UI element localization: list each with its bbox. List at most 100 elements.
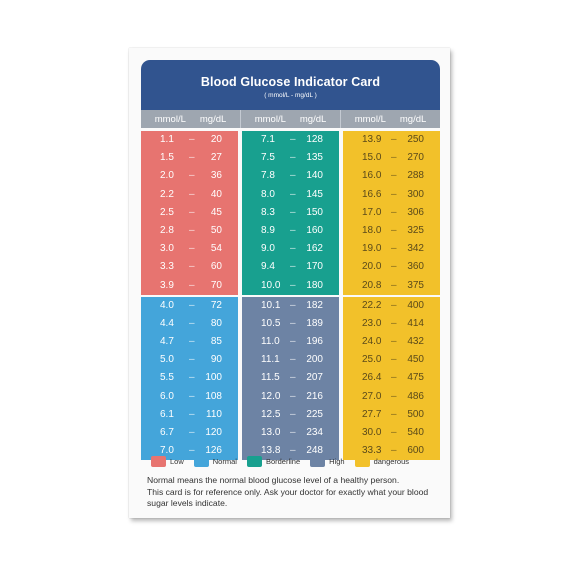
range-dash: – (391, 243, 397, 255)
range-dash: – (391, 134, 397, 145)
table-row: 8.0 –145 (242, 186, 339, 204)
mg-value: 180 (306, 279, 323, 291)
range-dash: – (189, 427, 195, 438)
middle-column: 7.1–128 7.5–135 7.8–140 8.0–145 8.3–150 8.9–1… (242, 131, 339, 461)
table-row: 11.1–200 (242, 351, 339, 369)
range-dash: – (391, 427, 397, 438)
table-row: 24.0–432 (343, 333, 440, 351)
range-dash: – (290, 243, 296, 255)
mmol-value: 24.0 (362, 336, 382, 348)
table-row: 11.5–207 (242, 369, 339, 387)
range-dash: – (189, 354, 195, 366)
mmol-value: 4.4 (160, 317, 174, 329)
range-dash: – (189, 261, 195, 273)
mg-value: 540 (407, 427, 424, 438)
table-row: 2.0 – 36 (141, 167, 238, 185)
legend-swatch (246, 455, 262, 467)
legend-item-normal: Normal (193, 455, 237, 467)
mg-value: 120 (205, 427, 222, 438)
table-row: 12.0–216 (242, 388, 339, 406)
table-row: 1.1 – 20 (141, 131, 238, 149)
note-line: sugar levels indicate. (147, 498, 228, 508)
table-row: 20.8–375 (343, 277, 440, 295)
high-range-block: 10.1–182 10.5–189 11.0–196 11.1–200 11.5–207… (242, 296, 339, 461)
table-row: 10.5–189 (242, 315, 339, 333)
table-row: 13.0–234 (242, 424, 339, 442)
mmol-value: 16.6 (362, 188, 382, 200)
range-dash: – (189, 224, 195, 236)
range-dash: – (290, 206, 296, 218)
mg-value: 100 (205, 372, 222, 384)
table-row: 16.6–300 (343, 186, 440, 204)
table-row: 2.2 – 40 (141, 186, 238, 204)
mg-value: 72 (210, 299, 222, 311)
table-row: 22.2–400 (343, 294, 440, 315)
table-row: 10.0–180 (242, 277, 339, 295)
mg-value: 50 (210, 224, 222, 236)
mmol-value: 7.5 (261, 152, 275, 164)
mg-value: 342 (407, 243, 424, 255)
mg-header: mg/dL (399, 113, 427, 125)
range-dash: – (290, 261, 296, 273)
mmol-value: 1.1 (160, 134, 174, 145)
legend-label: Low (170, 456, 184, 466)
range-dash: – (290, 372, 296, 384)
range-dash: – (290, 134, 296, 145)
mg-value: 54 (210, 243, 222, 255)
range-dash: – (290, 408, 296, 420)
legend-label: Borderline (265, 456, 301, 466)
card-header: Blood Glucose Indicator Card ( mmol/L - … (141, 60, 440, 110)
legend-swatch (354, 455, 370, 467)
mmol-value: 1.5 (160, 152, 174, 164)
mmol-value: 12.5 (261, 408, 281, 420)
mg-value: 160 (306, 224, 323, 236)
table-row: 25.0–450 (343, 351, 440, 369)
mg-value: 135 (306, 152, 323, 164)
mmol-value: 10.5 (261, 317, 281, 329)
note-line: This card is for reference only. Ask you… (147, 486, 429, 497)
mmol-value: 10.1 (261, 299, 281, 311)
reference-note: Normal means the normal blood glucose le… (147, 475, 443, 510)
mg-value: 475 (407, 372, 424, 384)
table-row: 19.0–342 (343, 240, 440, 258)
table-row: 8.9 –160 (242, 222, 339, 240)
mg-value: 60 (210, 261, 222, 273)
table-row: 1.5 – 27 (141, 149, 238, 167)
mg-value: 248 (306, 445, 323, 457)
mmol-value: 13.0 (261, 427, 281, 438)
table-row: 27.7–500 (343, 406, 440, 424)
mmol-value: 7.0 (160, 445, 174, 457)
table-row: 3.9 – 70 (141, 277, 238, 295)
card-subtitle: ( mmol/L - mg/dL ) (264, 92, 317, 99)
table-row: 16.0–288 (343, 167, 440, 185)
range-dash: – (391, 188, 397, 200)
legend-item-low: Low (151, 455, 184, 467)
mmol-value: 20.8 (362, 279, 382, 291)
legend-swatch (151, 455, 166, 467)
range-dash: – (189, 206, 195, 218)
range-dash: – (391, 299, 397, 311)
range-dash: – (290, 354, 296, 366)
mg-value: 20 (210, 134, 222, 145)
range-dash: – (290, 170, 296, 182)
table-row: 5.5 –100 (141, 369, 238, 387)
table-row: 20.0–360 (343, 258, 440, 276)
right-column: 13.9–250 15.0–270 16.0–288 16.6–300 17.0–306… (343, 131, 440, 461)
mg-value: 182 (306, 299, 323, 311)
mmol-value: 18.0 (362, 224, 382, 236)
mg-value: 432 (407, 336, 424, 348)
glucose-card: Blood Glucose Indicator Card ( mmol/L - … (129, 48, 450, 518)
mg-value: 306 (407, 206, 424, 218)
mg-value: 325 (407, 224, 424, 236)
mmol-value: 25.0 (362, 354, 382, 366)
mg-header: mg/dL (199, 113, 227, 125)
table-row: 5.0 – 90 (141, 351, 238, 369)
legend-item-dangerous: dangerous (354, 455, 409, 467)
card-title: Blood Glucose Indicator Card (200, 75, 381, 89)
range-dash: – (290, 427, 296, 438)
table-row: 13.9–250 (343, 131, 440, 149)
range-dash: – (189, 170, 195, 182)
table-row: 3.3 – 60 (141, 258, 238, 276)
mg-value: 80 (210, 317, 222, 329)
range-dash: – (391, 336, 397, 348)
